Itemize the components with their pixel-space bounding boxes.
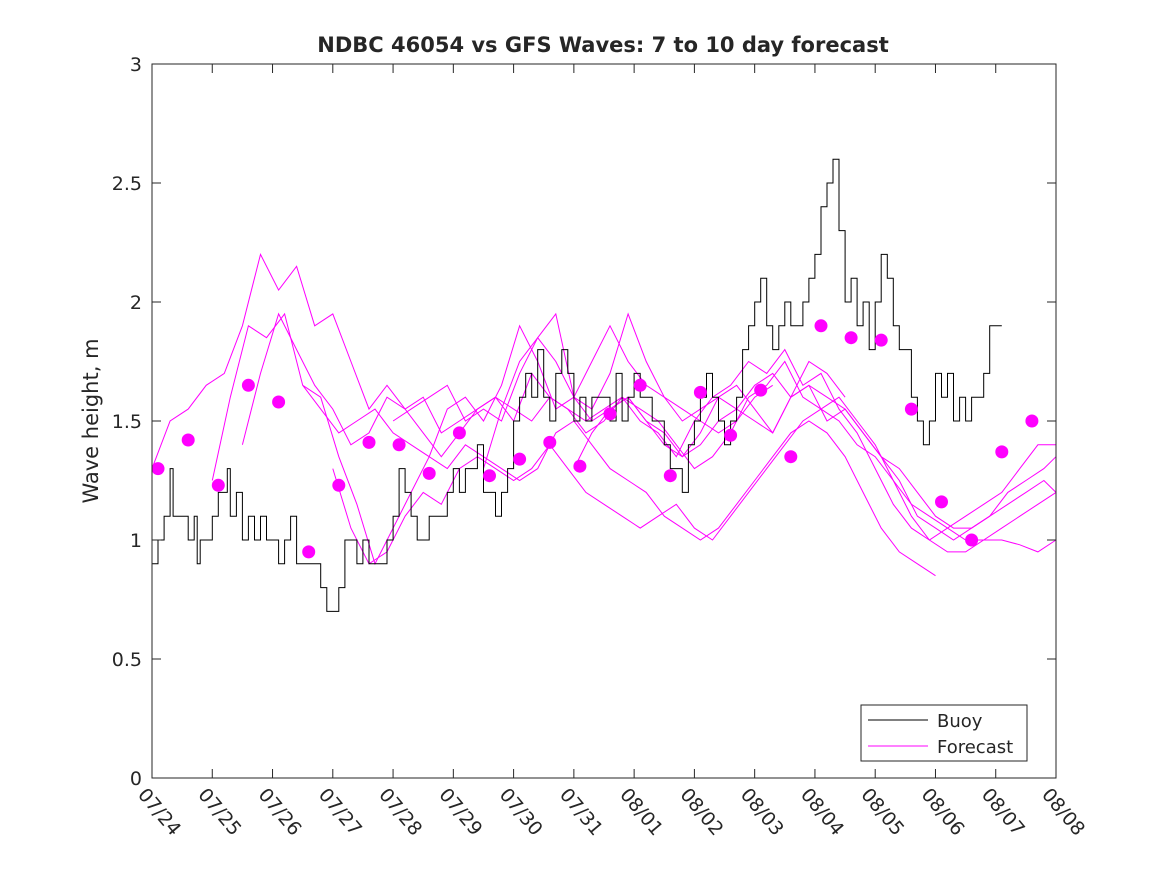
forecast-marker [724,428,738,442]
forecast-marker [151,462,165,476]
forecast-line-6 [392,312,773,434]
forecast-marker [392,438,406,452]
forecast-marker [272,395,286,409]
legend: Buoy Forecast [860,704,1028,762]
forecast-line-4 [302,384,936,577]
forecast-marker [814,319,828,333]
y-tick-label: 3 [130,54,142,76]
forecast-marker [513,452,527,466]
y-tick-label: 1.5 [112,411,142,433]
forecast-marker [302,545,316,559]
forecast-marker [754,383,768,397]
forecast-marker [422,466,436,480]
forecast-line-8 [573,384,1057,529]
y-axis-label: Wave height, m [79,338,103,503]
y-tick-label: 0 [130,768,142,790]
y-axis: 0 0.5 1 1.5 2 2.5 3 [112,54,1056,790]
forecast-line-3 [241,312,1057,541]
forecast-marker [573,459,587,473]
forecast-marker [663,469,677,483]
forecast-marker [603,407,617,421]
forecast-marker [211,478,225,492]
forecast-marker [965,533,979,547]
forecast-marker [483,469,496,483]
forecast-marker [784,450,798,464]
forecast-marker [1025,414,1039,428]
forecast-marker [844,331,858,345]
chart-title: NDBC 46054 vs GFS Waves: 7 to 10 day for… [317,33,888,57]
legend-box [860,704,1028,762]
y-tick-label: 0.5 [112,649,142,671]
forecast-marker [181,433,195,447]
forecast-marker [874,333,888,347]
legend-forecast-label: Forecast [937,737,1013,758]
forecast-marker [241,378,255,392]
forecast-marker [995,445,1009,459]
forecast-line-1 [151,252,1056,541]
forecast-marker [633,378,647,392]
buoy-line [152,158,1002,612]
plot-area [151,158,1057,612]
forecast-marker [543,435,557,449]
forecast-marker [935,495,948,509]
forecast-marker [362,435,376,449]
y-tick-label: 2.5 [112,173,142,195]
y-tick-label: 2 [130,292,142,314]
y-tick-label: 1 [130,530,142,552]
forecast-marker [452,426,466,440]
forecast-marker [332,478,346,492]
legend-buoy-label: Buoy [937,711,983,732]
forecast-marker [693,385,707,399]
forecast-marker [904,402,918,416]
